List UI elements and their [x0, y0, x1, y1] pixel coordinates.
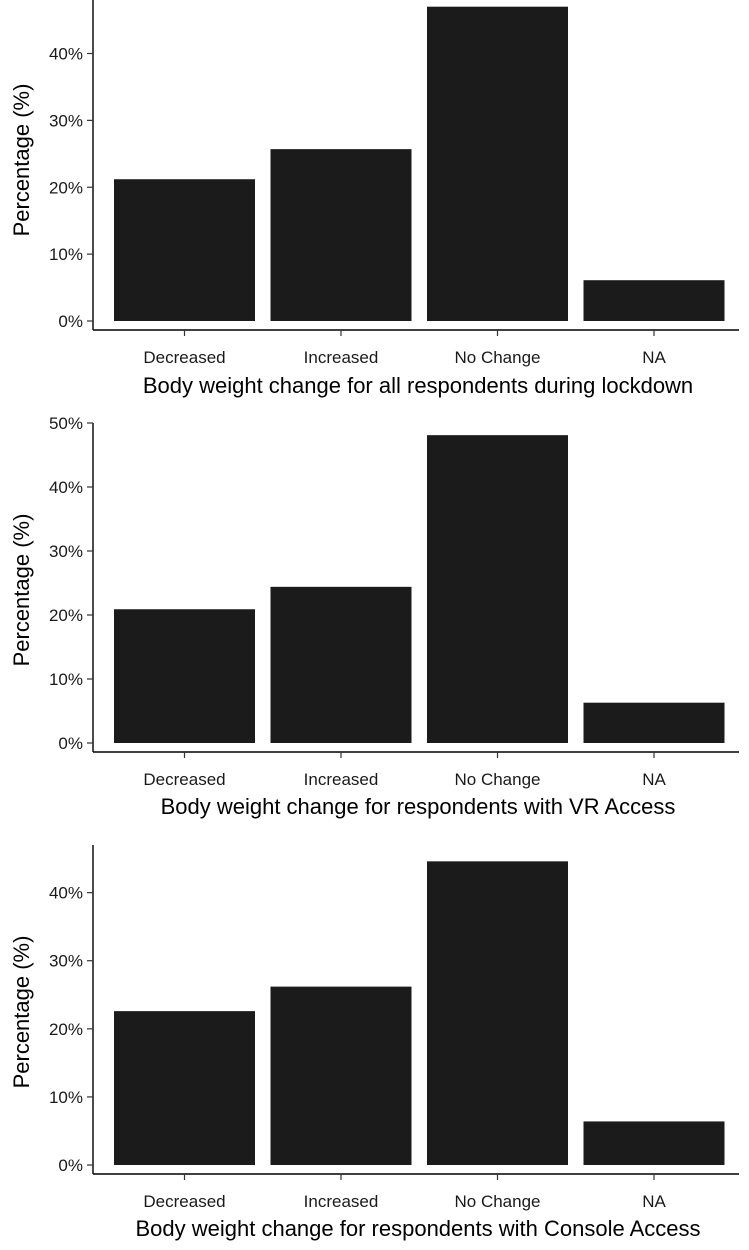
y-tick-label: 40% [49, 45, 83, 64]
bar-increased [270, 586, 412, 743]
y-tick-label: 10% [49, 245, 83, 264]
bar-na [583, 280, 725, 321]
y-tick-label: 40% [49, 478, 83, 497]
y-tick-label: 30% [49, 111, 83, 130]
x-tick-label: NA [642, 348, 666, 367]
bar-na [583, 1121, 725, 1165]
y-tick-label: 10% [49, 1088, 83, 1107]
bar-increased [270, 149, 412, 321]
bar-na [583, 702, 725, 743]
chart-panel-all-respondents: 0% 10% 20% 30% 40% Decreased Increased No Chang… [9, 0, 739, 398]
y-tick-label: 0% [58, 312, 83, 331]
y-tick-label: 50% [49, 414, 83, 433]
x-tick-label: Decreased [143, 348, 225, 367]
bar-decreased [114, 1011, 255, 1165]
y-axis-title: Percentage (%) [9, 84, 34, 237]
x-tick-label: NA [642, 770, 666, 789]
x-tick-label: Increased [304, 348, 379, 367]
x-tick-label: NA [642, 1192, 666, 1211]
x-tick-label: Increased [304, 1192, 379, 1211]
y-tick-label: 0% [58, 1156, 83, 1175]
y-tick-label: 20% [49, 178, 83, 197]
x-tick-label: No Change [454, 348, 540, 367]
bar-no-change [427, 861, 568, 1165]
y-tick-label: 20% [49, 1020, 83, 1039]
x-tick-label: Decreased [143, 770, 225, 789]
chart-panel-console-access: 0% 10% 20% 30% 40% Decreased Increased No Chang… [9, 845, 739, 1241]
x-tick-label: Decreased [143, 1192, 225, 1211]
x-axis-title: Body weight change for all respondents d… [143, 373, 693, 398]
bar-increased [270, 986, 412, 1165]
x-tick-label: Increased [304, 770, 379, 789]
y-axis-title: Percentage (%) [9, 936, 34, 1089]
x-tick-label: No Change [454, 770, 540, 789]
y-tick-label: 30% [49, 542, 83, 561]
x-axis-title: Body weight change for respondents with … [136, 1216, 701, 1241]
y-tick-label: 10% [49, 670, 83, 689]
y-tick-label: 30% [49, 952, 83, 971]
bar-decreased [114, 179, 255, 321]
bar-no-change [427, 435, 568, 743]
y-axis-title: Percentage (%) [9, 514, 34, 667]
y-tick-label: 0% [58, 734, 83, 753]
chart-panel-vr-access: 0% 10% 20% 30% 40% 50% Decreased Increased No Ch… [9, 414, 739, 819]
y-tick-label: 20% [49, 606, 83, 625]
x-tick-label: No Change [454, 1192, 540, 1211]
bar-no-change [427, 6, 568, 321]
y-tick-label: 40% [49, 884, 83, 903]
x-axis-title: Body weight change for respondents with … [161, 794, 676, 819]
bar-decreased [114, 609, 255, 743]
